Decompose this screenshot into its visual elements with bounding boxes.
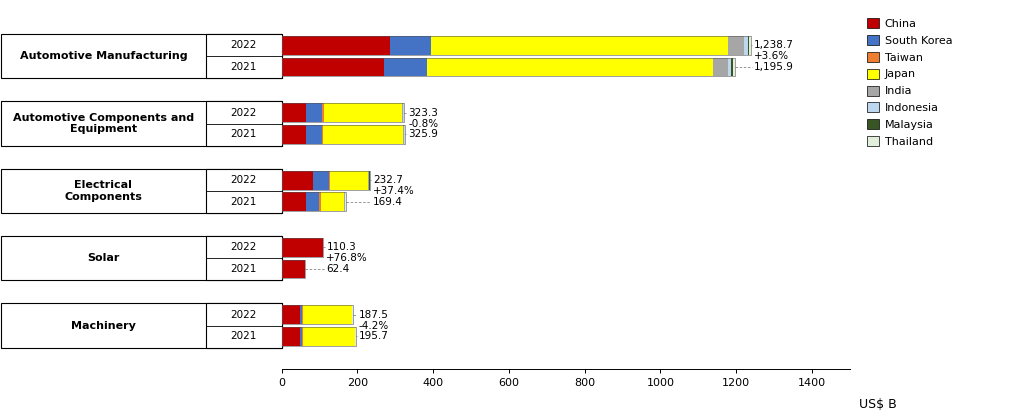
Text: 1,238.7: 1,238.7	[754, 40, 794, 51]
Bar	[282, 327, 355, 346]
Bar	[282, 327, 300, 346]
Bar	[206, 303, 282, 348]
Bar	[384, 58, 427, 76]
Bar	[282, 125, 306, 144]
Bar	[319, 192, 321, 211]
Bar	[733, 58, 734, 76]
Text: 2021: 2021	[230, 129, 257, 139]
Bar	[402, 103, 403, 122]
Bar	[321, 192, 344, 211]
Bar	[206, 101, 282, 146]
Bar	[282, 192, 306, 211]
Bar	[389, 36, 431, 55]
Legend: China, South Korea, Taiwan, Japan, India, Indonesia, Malaysia, Thailand: China, South Korea, Taiwan, Japan, India…	[867, 18, 952, 147]
Bar	[282, 260, 305, 278]
Bar	[206, 236, 282, 281]
Bar	[303, 327, 354, 346]
Text: 169.4: 169.4	[373, 197, 402, 207]
Text: 1,195.9: 1,195.9	[754, 62, 794, 72]
Bar	[1, 101, 282, 146]
Text: 2021: 2021	[230, 264, 257, 274]
Bar	[743, 36, 748, 55]
Text: 187.5: 187.5	[358, 310, 389, 320]
Bar	[206, 34, 282, 78]
Text: 2022: 2022	[230, 40, 257, 51]
Bar	[300, 305, 302, 324]
Text: Solar: Solar	[87, 253, 120, 263]
Bar	[713, 58, 728, 76]
Text: Electrical
Components: Electrical Components	[65, 180, 142, 202]
Text: 110.3: 110.3	[327, 242, 356, 252]
Bar	[306, 103, 323, 122]
Bar	[306, 125, 323, 144]
Text: 2022: 2022	[230, 242, 257, 252]
Text: 2022: 2022	[230, 175, 257, 185]
Text: 2021: 2021	[230, 331, 257, 342]
Text: 325.9: 325.9	[409, 129, 438, 139]
Bar	[282, 125, 406, 144]
Bar	[728, 58, 731, 76]
Text: -4.2%: -4.2%	[358, 320, 389, 331]
Bar	[282, 238, 324, 257]
Bar	[282, 58, 734, 76]
Bar	[282, 305, 300, 324]
Bar	[302, 327, 303, 346]
Text: 2021: 2021	[230, 197, 257, 207]
Text: +76.8%: +76.8%	[327, 253, 369, 263]
Bar	[306, 192, 319, 211]
Bar	[282, 36, 389, 55]
Bar	[1, 168, 282, 213]
Bar	[324, 103, 402, 122]
Bar	[282, 103, 404, 122]
Bar	[731, 58, 733, 76]
Bar	[206, 168, 282, 213]
Bar	[324, 125, 403, 144]
Text: +3.6%: +3.6%	[754, 51, 790, 61]
Text: 232.7: 232.7	[373, 175, 402, 185]
Text: 2022: 2022	[230, 310, 257, 320]
Bar	[1, 34, 282, 78]
Bar	[282, 103, 306, 122]
Bar	[427, 58, 713, 76]
Text: Automotive Manufacturing: Automotive Manufacturing	[19, 51, 187, 61]
Text: +37.4%: +37.4%	[373, 186, 415, 196]
Bar	[748, 36, 750, 55]
Bar	[300, 327, 302, 346]
Bar	[431, 36, 728, 55]
Text: 323.3: 323.3	[409, 108, 438, 118]
Text: 2022: 2022	[230, 108, 257, 118]
Bar	[282, 58, 384, 76]
Bar	[329, 171, 331, 190]
Bar	[282, 238, 324, 257]
Bar	[331, 171, 368, 190]
Text: 2021: 2021	[230, 62, 257, 72]
Bar	[282, 171, 312, 190]
Bar	[750, 36, 751, 55]
Bar	[728, 36, 743, 55]
Bar	[1, 303, 282, 348]
Text: Automotive Components and
Equipment: Automotive Components and Equipment	[13, 113, 194, 134]
Bar	[282, 260, 305, 278]
Text: 195.7: 195.7	[358, 331, 389, 342]
Bar	[282, 36, 751, 55]
Bar	[282, 171, 370, 190]
Bar	[312, 171, 329, 190]
Bar	[1, 236, 282, 281]
Bar	[323, 125, 324, 144]
Bar	[303, 305, 351, 324]
X-axis label: US$ B: US$ B	[859, 398, 897, 411]
Bar	[323, 103, 324, 122]
Text: -0.8%: -0.8%	[409, 119, 438, 129]
Text: 62.4: 62.4	[327, 264, 349, 274]
Bar	[282, 305, 352, 324]
Text: Machinery: Machinery	[71, 320, 136, 331]
Bar	[302, 305, 303, 324]
Bar	[282, 192, 346, 211]
